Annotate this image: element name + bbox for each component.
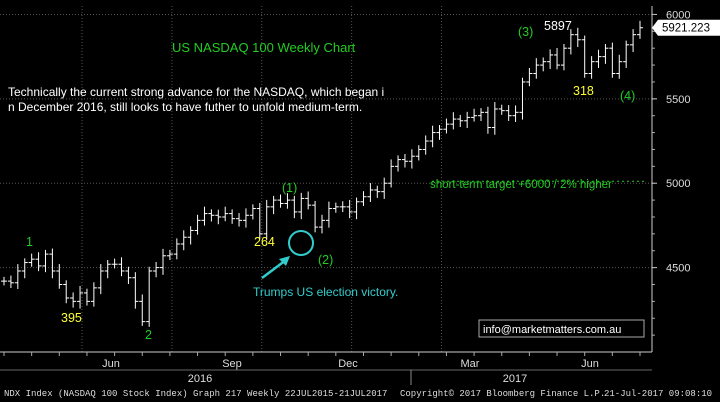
- footer-ticker-info: NDX Index (NASDAQ 100 Stock Index) Graph…: [4, 389, 388, 399]
- y-tick-label: 5000: [666, 178, 690, 190]
- annotation-4: (1): [282, 181, 297, 195]
- annotation-10: Trumps US election victory.: [253, 285, 398, 299]
- annotation-1: 395: [61, 311, 82, 325]
- y-tick-label: 6000: [666, 9, 690, 21]
- x-month-label: Jun: [581, 358, 599, 370]
- last-price-label: 5921.223: [662, 23, 710, 35]
- election-arrow-shaft: [261, 259, 287, 279]
- watermark: info@marketmatters.com.au: [483, 324, 621, 336]
- last-price-pointer: [652, 19, 658, 36]
- y-tick-label: 5500: [666, 94, 690, 106]
- x-month-label: Sep: [222, 358, 242, 370]
- annotation-2: 2: [145, 328, 152, 342]
- bloomberg-footer: NDX Index (NASDAQ 100 Stock Index) Graph…: [0, 385, 720, 402]
- chart-canvas: 4500 5000 5500 6000 Jun Sep Dec Mar Jun 2016 2017 s…: [0, 6, 720, 385]
- commentary-line-2: n December 2016, still looks to have fut…: [8, 100, 362, 114]
- x-month-label: Jun: [102, 358, 120, 370]
- election-arrow-head: [279, 256, 290, 266]
- annotation-0: 1: [26, 235, 33, 249]
- election-circle: [288, 230, 314, 256]
- annotation-7: 5897: [544, 19, 572, 33]
- x-year-label: 2016: [188, 373, 212, 385]
- footer-copyright: Copyright© 2017 Bloomberg Finance L.P.: [400, 389, 606, 399]
- x-month-label: Mar: [461, 358, 480, 370]
- y-tick-label: 4500: [666, 263, 690, 275]
- annotation-5: (2): [318, 253, 333, 267]
- annotation-8: 318: [573, 84, 594, 98]
- chart-title: US NASDAQ 100 Weekly Chart: [172, 40, 356, 55]
- annotation-6: (3): [518, 25, 533, 39]
- annotation-3: 264: [254, 235, 275, 249]
- x-year-label: 2017: [503, 373, 527, 385]
- footer-timestamp: 21-Jul-2017 09:08:10: [604, 389, 713, 399]
- last-price-box: [658, 19, 720, 36]
- watermark-box: [478, 319, 645, 338]
- x-month-label: Dec: [338, 358, 358, 370]
- annotation-9: (4): [620, 89, 635, 103]
- commentary-line-1: Technically the current strong advance f…: [8, 85, 384, 99]
- target-label: short-term target +6000 / 2% higher: [430, 179, 612, 191]
